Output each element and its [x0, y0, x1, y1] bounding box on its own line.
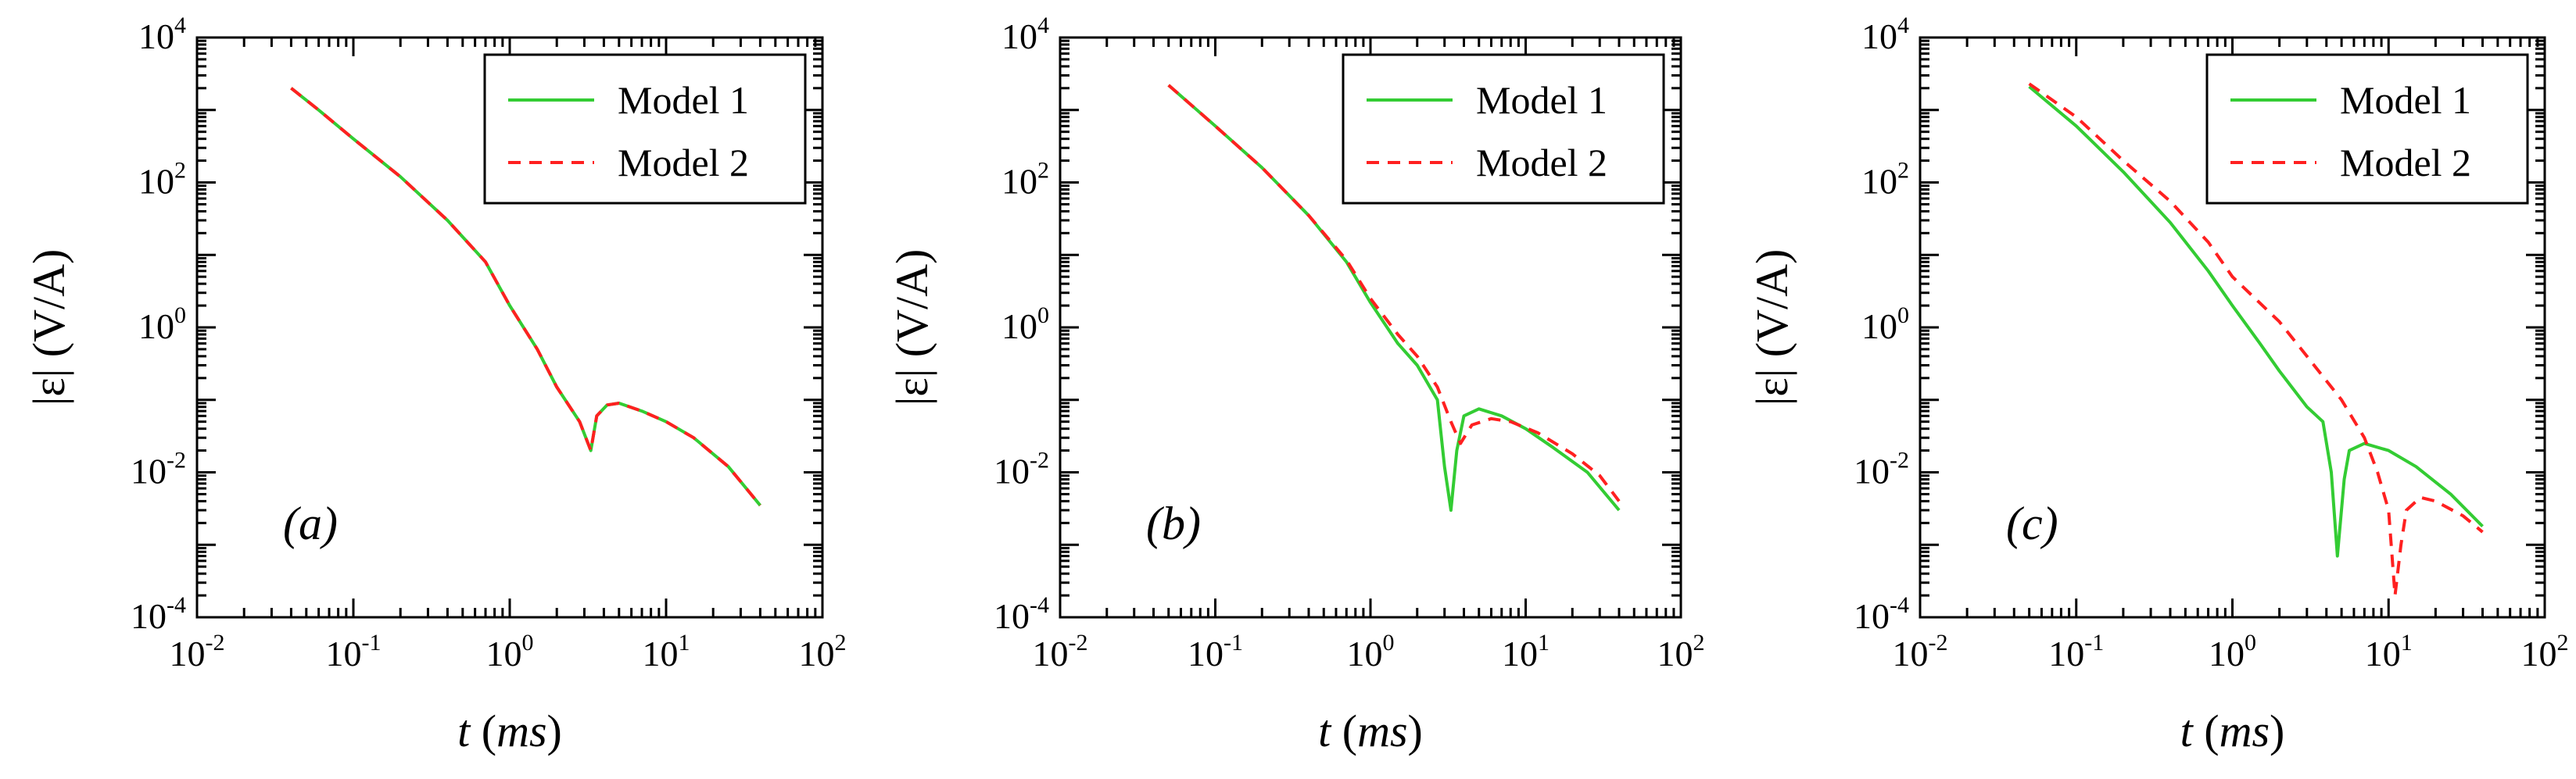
x-tick-label: 100 [2209, 630, 2256, 674]
x-tick-label: 100 [486, 630, 534, 674]
y-tick-label: 10-2 [994, 448, 1049, 491]
legend-label: Model 2 [1476, 141, 1607, 184]
y-tick-label: 102 [1861, 158, 1909, 202]
x-tick-label: 10-1 [1188, 630, 1243, 674]
legend-box [1342, 53, 1665, 205]
y-tick-label: 100 [1001, 302, 1049, 346]
x-tick-label: 10-2 [170, 630, 225, 674]
y-tick-label: 10-2 [131, 448, 186, 491]
x-axis-label: t (ms) [457, 706, 562, 756]
legend-label: Model 1 [1476, 78, 1607, 122]
y-tick-label: 104 [1861, 13, 1909, 56]
x-tick-label: 102 [2521, 630, 2569, 674]
x-tick-label: 101 [1502, 630, 1550, 674]
legend: Model 1 Model 2 [2205, 53, 2529, 205]
series-line-model-1 [2028, 85, 2484, 558]
series-line-model-2 [290, 87, 761, 507]
x-tick-label: 102 [799, 630, 847, 674]
legend-label: Model 1 [618, 78, 749, 122]
panel-label: (a) [283, 498, 338, 549]
panel-label: (c) [2006, 498, 2058, 549]
x-tick-label: 102 [1657, 630, 1705, 674]
x-tick-label: 10-1 [2048, 630, 2104, 674]
y-tick-label: 100 [1861, 302, 1909, 346]
y-axis-label: |ε| (V/A) [23, 249, 74, 406]
y-tick-label: 102 [1001, 158, 1049, 202]
x-tick-label: 10-1 [326, 630, 382, 674]
y-tick-label: 104 [138, 13, 186, 56]
y-tick-label: 102 [138, 158, 186, 202]
y-tick-label: 10-4 [131, 592, 186, 636]
legend-label: Model 2 [2340, 141, 2471, 184]
x-tick-label: 101 [643, 630, 690, 674]
x-tick-label: 10-2 [1033, 630, 1088, 674]
legend-label: Model 2 [618, 141, 749, 184]
y-tick-label: 10-2 [1854, 448, 1909, 491]
y-tick-label: 10-4 [994, 592, 1049, 636]
y-tick-label: 104 [1001, 13, 1049, 56]
y-tick-label: 10-4 [1854, 592, 1909, 636]
x-tick-label: 101 [2365, 630, 2413, 674]
legend: Model 1 Model 2 [1342, 53, 1665, 205]
series-line-model-2 [1167, 84, 1621, 502]
x-tick-label: 100 [1347, 630, 1395, 674]
legend-label: Model 1 [2340, 78, 2471, 122]
x-axis-label: t (ms) [1318, 706, 1423, 756]
x-axis-label: t (ms) [2180, 706, 2285, 756]
y-tick-label: 100 [138, 302, 186, 346]
legend: Model 1 Model 2 [483, 53, 807, 205]
legend-box [2205, 53, 2529, 205]
series-line-model-2 [2028, 82, 2484, 598]
panel-label: (b) [1146, 498, 1201, 549]
y-axis-label: |ε| (V/A) [1747, 249, 1797, 406]
legend-box [483, 53, 807, 205]
y-axis-label: |ε| (V/A) [887, 249, 937, 406]
x-tick-label: 10-2 [1893, 630, 1948, 674]
